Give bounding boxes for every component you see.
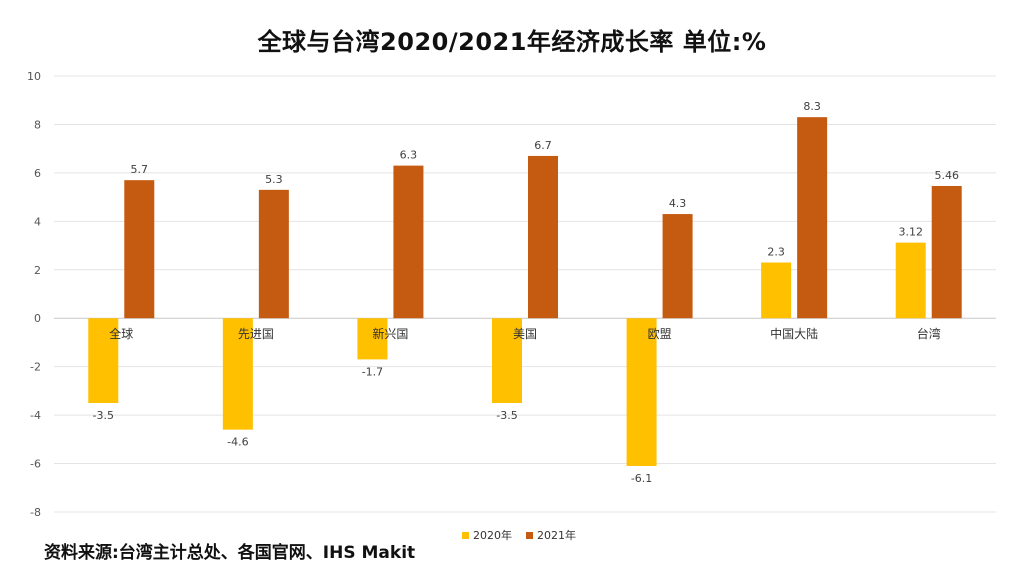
data-label: -6.1	[631, 472, 652, 485]
category-label: 新兴国	[372, 326, 408, 341]
y-tick-label: 4	[34, 215, 41, 228]
data-label: -3.5	[93, 409, 114, 422]
bar-2021	[797, 117, 828, 319]
category-label: 先进国	[238, 327, 274, 341]
bar-2021	[931, 185, 962, 319]
y-tick-label: -4	[30, 409, 41, 422]
chart-title: 全球与台湾2020/2021年经济成长率 单位:%	[257, 28, 767, 56]
bar-2021	[393, 165, 424, 319]
source-note: 资料来源:台湾主计总处、各国官网、IHS Makit	[44, 543, 416, 563]
y-tick-label: 6	[34, 167, 41, 180]
data-label: -4.6	[227, 436, 248, 449]
category-label: 台湾	[917, 326, 941, 341]
y-tick-label: 8	[34, 118, 41, 131]
data-label: 8.3	[803, 100, 821, 113]
legend-label-2021: 2021年	[537, 529, 576, 542]
data-labels: -3.5 5.7 -4.6 5.3 -1.7 6.3 -3.5 6.7 -6.1 4.3 2.3 8.…	[93, 100, 959, 485]
gridlines	[54, 75, 996, 513]
data-label: 5.7	[131, 163, 149, 176]
data-label: 3.12	[898, 226, 923, 239]
legend-swatch-2021	[526, 531, 533, 539]
y-tick-label: -2	[30, 361, 41, 374]
bar-2020	[895, 242, 926, 319]
bar-2021	[528, 155, 558, 319]
bars	[88, 117, 962, 466]
category-label: 中国大陆	[770, 326, 818, 341]
data-label: 4.3	[669, 197, 687, 210]
y-axis-ticks: 10 8 6 4 2 0 -2 -4 -6 -8	[27, 70, 41, 519]
data-label: 6.3	[400, 149, 418, 162]
legend-swatch-2020	[462, 531, 469, 539]
y-tick-label: -8	[30, 506, 41, 519]
data-label: 5.46	[934, 169, 959, 182]
bar-2020	[88, 318, 119, 403]
category-label: 全球	[109, 326, 133, 341]
legend-label-2020: 2020年	[473, 529, 512, 542]
y-tick-label: 0	[34, 312, 41, 325]
bar-2020	[357, 318, 388, 360]
bar-2020	[222, 318, 253, 430]
y-tick-label: -6	[30, 458, 41, 471]
bar-2021	[258, 189, 289, 319]
data-label: -3.5	[496, 409, 517, 422]
bar-2021	[124, 180, 155, 319]
data-label: 2.3	[767, 246, 785, 259]
bar-2020	[492, 318, 522, 403]
category-labels: 全球 先进国 新兴国 美国 欧盟 中国大陆 台湾	[109, 326, 940, 341]
data-label: 6.7	[534, 139, 552, 152]
legend: 2020年 2021年	[462, 527, 576, 543]
y-tick-label: 2	[34, 264, 41, 277]
y-tick-label: 10	[27, 70, 41, 83]
data-label: 5.3	[265, 173, 283, 186]
data-label: -1.7	[362, 365, 383, 378]
bar-2020	[761, 262, 792, 319]
category-label: 欧盟	[648, 327, 672, 341]
legend-item-2020: 2020年	[462, 527, 512, 543]
legend-item-2021: 2021年	[526, 527, 576, 543]
bar-2021	[662, 214, 693, 319]
bar-2020	[626, 318, 657, 466]
category-label: 美国	[513, 327, 537, 341]
